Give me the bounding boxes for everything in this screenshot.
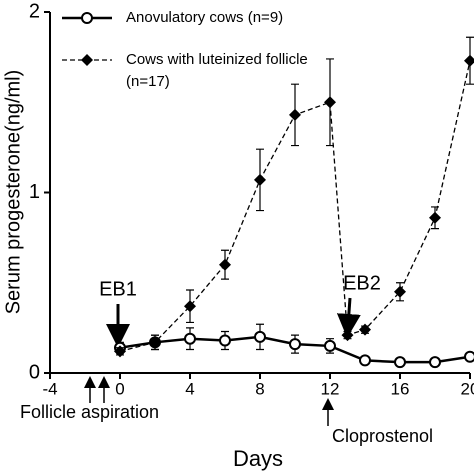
legend-label: Anovulatory cows (n=9): [126, 9, 284, 26]
legend-box: Anovulatory cows (n=9): [126, 9, 284, 26]
marker: [219, 334, 231, 347]
marker: [429, 211, 441, 224]
marker: [184, 332, 196, 345]
marker: [464, 350, 474, 363]
legend-box: Cows with luteinized follicle (n=17): [126, 51, 308, 90]
x-tick-label: 16: [391, 379, 410, 398]
marker: [341, 329, 354, 342]
marker: [394, 356, 406, 369]
x-tick-label: 8: [255, 379, 264, 398]
arrow: [336, 297, 361, 338]
legend-marker: [81, 54, 93, 66]
marker: [429, 356, 441, 369]
marker: [184, 300, 196, 313]
marker: [289, 108, 301, 121]
x-tick-label: 12: [321, 379, 340, 398]
marker: [324, 339, 336, 352]
marker: [394, 285, 406, 298]
marker: [464, 54, 474, 67]
x-tick-label: 20: [461, 379, 474, 398]
marker: [219, 258, 231, 271]
legend-marker: [81, 12, 93, 24]
y-tick-label: 0: [29, 361, 40, 383]
y-tick-label: 1: [29, 181, 40, 203]
y-tick-label: 2: [29, 0, 40, 22]
y-axis-label: Serum progesterone(ng/ml): [2, 70, 24, 315]
annotation: EB2: [343, 272, 381, 294]
legend-label: Cows with luteinized follicle (n=17): [126, 51, 308, 90]
marker: [359, 354, 371, 367]
annotation: Cloprostenol: [332, 426, 433, 446]
x-tick-label: -4: [42, 379, 57, 398]
marker: [114, 345, 126, 358]
marker: [289, 338, 301, 351]
marker: [149, 336, 161, 349]
marker: [254, 173, 266, 186]
annotation: EB1: [99, 278, 137, 300]
annotation: Follicle aspiration: [20, 402, 159, 422]
line: [119, 60, 471, 352]
marker: [254, 330, 266, 343]
x-axis-label: Days: [233, 446, 283, 471]
marker: [324, 96, 336, 109]
x-tick-label: 4: [185, 379, 194, 398]
marker: [359, 323, 371, 336]
x-tick-label: 0: [115, 379, 124, 398]
